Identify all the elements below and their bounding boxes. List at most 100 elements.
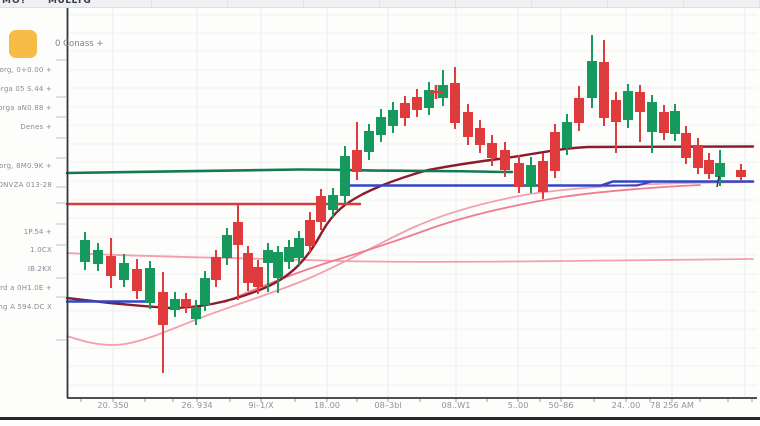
candle (316, 189, 326, 230)
candle (659, 105, 669, 140)
top-toolbar: MO? MULLYG (0, 0, 760, 8)
sidebar-indicator-label[interactable]: Gimorga aN0.88 + (0, 104, 52, 112)
candle-body (93, 250, 103, 264)
x-axis-label: 5..00 (508, 400, 529, 410)
plus-marker (429, 85, 443, 99)
candle-body (463, 112, 473, 137)
candle (273, 246, 283, 293)
candle (500, 142, 510, 177)
sidebar-indicator-label[interactable]: Gimorga 05 S.44 + (0, 85, 52, 93)
candle (284, 240, 294, 269)
candle (305, 212, 315, 253)
sidebar-indicator-label[interactable]: Gimorg, 8M0.9K + (0, 162, 52, 170)
candle (550, 124, 560, 178)
candle-body (132, 269, 142, 291)
candle-body (450, 83, 460, 123)
candle-body (514, 163, 524, 187)
candle-body (263, 250, 273, 263)
pink-ma-long (66, 181, 754, 346)
candle (475, 120, 485, 153)
candle (170, 292, 180, 317)
candle (704, 153, 714, 179)
candle (181, 293, 191, 313)
candle-body (352, 150, 362, 172)
candle (463, 104, 473, 145)
candle (412, 89, 422, 117)
candle-body (500, 150, 510, 170)
candle (132, 259, 142, 299)
candle-body (736, 170, 746, 177)
candle (233, 205, 243, 300)
primary-legend[interactable]: 0 Conass + (9, 30, 104, 58)
candle (647, 95, 657, 153)
candle-body (233, 222, 243, 245)
candle (623, 84, 633, 128)
coin-icon (9, 30, 37, 58)
candle-body (562, 122, 572, 148)
candle-body (376, 117, 386, 135)
x-axis-label: 9i–1/X (248, 400, 274, 410)
candle (715, 150, 725, 186)
candle (93, 243, 103, 271)
sidebar-indicator-label[interactable]: ONVZA 013-28 (0, 181, 52, 189)
candle-body (526, 165, 536, 187)
x-axis-label: 08..W1 (442, 400, 471, 410)
candle-body (170, 299, 180, 310)
candle-body (222, 235, 232, 258)
candle-body (412, 97, 422, 110)
x-axis-label: 26. 934 (181, 400, 212, 410)
candle-body (364, 131, 374, 152)
candle (145, 261, 155, 309)
candle-body (715, 163, 725, 177)
candle-body (158, 292, 168, 325)
candle-body (587, 61, 597, 98)
sidebar-indicator-label[interactable]: Cumorg, 0+0.00 + (0, 66, 52, 74)
candle-body (211, 257, 221, 280)
sidebar-indicator-label[interactable]: Cuming A 594.DC X (0, 303, 52, 311)
sidebar-indicator-label[interactable]: IB.2KX (27, 265, 52, 273)
x-axis-label: 78 256 AM (650, 400, 694, 410)
candle (438, 70, 448, 106)
primary-legend-label: 0 Conass + (55, 39, 104, 49)
candle-body (647, 102, 657, 132)
candle (119, 254, 129, 287)
candle (328, 188, 338, 218)
blue-ma-strand (600, 180, 653, 187)
pink-ma-mid (224, 184, 701, 303)
sidebar-indicator-label[interactable]: 1P.54 + (23, 228, 52, 236)
sidebar-indicator-label[interactable]: Denes + (20, 123, 52, 131)
candle-body (145, 268, 155, 303)
candle (158, 272, 168, 373)
candle (450, 67, 460, 129)
candle (388, 102, 398, 133)
candle-body (284, 247, 294, 262)
candle (200, 271, 210, 311)
candle (106, 238, 116, 288)
candle (635, 85, 645, 142)
candle (562, 114, 572, 155)
candle-body (106, 256, 116, 276)
sidebar-indicator-label[interactable]: 1.0CX (30, 246, 52, 254)
sidebar-indicator-label[interactable]: Gimord a 0H1.0E + (0, 284, 52, 292)
candle-body (635, 92, 645, 112)
candle-body (119, 263, 129, 280)
candle (526, 157, 536, 193)
candle (211, 250, 221, 287)
toolbar-text-fragment-2: MULLYG (48, 0, 92, 6)
candle-body (200, 278, 210, 305)
candle (514, 155, 524, 193)
candle-body (424, 90, 434, 108)
candle (243, 246, 253, 291)
candle (670, 104, 680, 141)
candle-body (704, 160, 714, 174)
candle (222, 228, 232, 265)
candle-body (611, 100, 621, 122)
candle (587, 35, 597, 108)
candle-body (305, 220, 315, 246)
x-axis-label: 24. .00 (612, 400, 641, 410)
bottom-separator (0, 417, 760, 420)
green-level-line (65, 168, 514, 175)
toolbar-text-fragment-1: MO? (2, 0, 27, 6)
x-axis-label: 20. 350 (97, 400, 128, 410)
